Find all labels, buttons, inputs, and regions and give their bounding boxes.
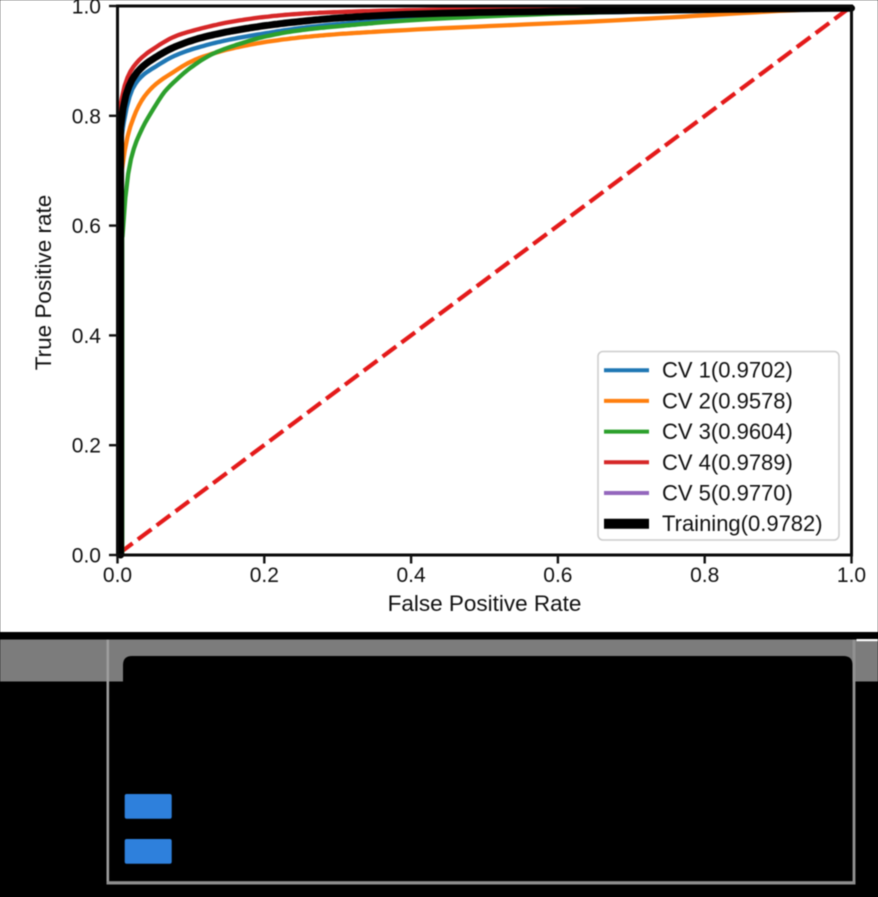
svg-text:0.2: 0.2 <box>72 435 101 458</box>
svg-text:CV 1(0.9702): CV 1(0.9702) <box>662 358 793 383</box>
svg-text:0.8: 0.8 <box>690 564 719 587</box>
svg-text:0.2: 0.2 <box>250 564 279 587</box>
svg-text:0.4: 0.4 <box>396 564 426 587</box>
svg-text:CV 3(0.9604): CV 3(0.9604) <box>662 419 793 444</box>
svg-text:0.8: 0.8 <box>72 105 101 128</box>
svg-text:False Positive Rate: False Positive Rate <box>388 591 582 616</box>
svg-text:True Positive rate: True Positive rate <box>31 195 56 371</box>
svg-text:CV 2(0.9578): CV 2(0.9578) <box>662 388 793 413</box>
svg-text:Training(0.9782): Training(0.9782) <box>662 511 823 536</box>
svg-text:CV 4(0.9789): CV 4(0.9789) <box>662 450 793 475</box>
svg-text:1.0: 1.0 <box>837 564 866 587</box>
svg-text:0.6: 0.6 <box>543 564 572 587</box>
svg-text:0.4: 0.4 <box>72 325 102 348</box>
svg-text:0.0: 0.0 <box>103 564 132 587</box>
svg-text:0.6: 0.6 <box>72 215 101 238</box>
svg-text:CV 5(0.9770): CV 5(0.9770) <box>662 481 793 506</box>
svg-text:0.0: 0.0 <box>72 545 101 568</box>
svg-text:1.0: 1.0 <box>72 0 101 19</box>
